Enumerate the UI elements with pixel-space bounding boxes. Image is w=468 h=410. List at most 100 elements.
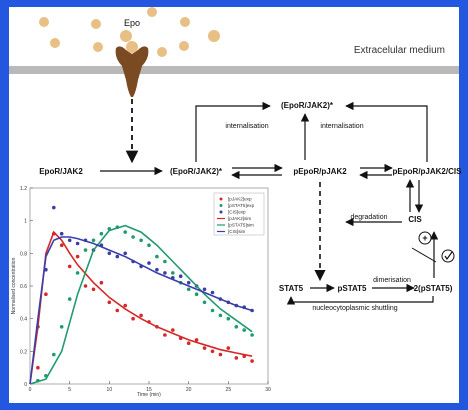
- data-point-pstat5exp: [186, 287, 191, 292]
- data-point-pstat5exp: [59, 325, 64, 329]
- x-tick-label: 0: [29, 387, 32, 393]
- y-tick-label: 1.2: [20, 186, 27, 192]
- data-point-pstat5exp: [210, 308, 215, 313]
- species-pstat5: pSTAT5: [337, 284, 367, 293]
- concentration-chart: 0 5 10 15 20 25 30 0 0.2 0.4 0.6 0.8 1 1.2 [pJAK2]exp…: [11, 186, 271, 398]
- data-point-pstat5exp: [155, 254, 159, 259]
- x-tick-label: 10: [107, 387, 113, 393]
- data-point-pjak2exp: [99, 280, 104, 285]
- legend-entry: [pJAK2]sim: [228, 216, 251, 221]
- data-point-pstat5exp: [91, 238, 96, 243]
- cis-activation-icon: +: [418, 231, 432, 245]
- data-point-pstat5exp: [250, 333, 254, 337]
- svg-text:+: +: [422, 233, 427, 243]
- chart-axes: 0 5 10 15 20 25 30 0 0.2 0.4 0.6 0.8 1 1.2: [20, 186, 271, 393]
- x-tick-label: 15: [146, 387, 152, 393]
- data-point-pstat5exp: [163, 259, 167, 264]
- data-point-cisexp: [115, 254, 120, 259]
- species-pepor-pjak2: pEpoR/pJAK2: [293, 167, 347, 176]
- legend-entry: [pSTAT5]sim: [228, 223, 254, 228]
- internalisation-label-left: internalisation: [225, 123, 268, 130]
- epo-particle: [93, 42, 103, 52]
- data-point-pjak2exp: [44, 292, 48, 297]
- legend-swatch: [219, 204, 223, 207]
- data-point-pjak2exp: [226, 346, 231, 350]
- data-point-pstat5exp: [131, 235, 135, 239]
- reaction-arrows: [100, 101, 439, 305]
- x-tick-label: 30: [265, 387, 271, 393]
- species-epor-jak2: EpoR/JAK2: [39, 167, 83, 176]
- data-point-pjak2exp: [91, 287, 96, 292]
- y-tick-label: 0: [24, 382, 27, 388]
- x-tick-label: 20: [186, 387, 192, 393]
- legend-box: [213, 192, 265, 236]
- epo-particle: [120, 30, 132, 42]
- legend-entry: [pSTAT5]exp: [228, 203, 255, 208]
- data-point-pjak2exp: [36, 365, 40, 370]
- species-cis: CIS: [408, 215, 422, 224]
- y-tick-label: 0.8: [20, 251, 27, 257]
- data-point-cisexp: [163, 271, 167, 275]
- data-point-cisexp: [210, 290, 215, 295]
- y-tick-label: 0.2: [20, 349, 27, 355]
- data-point-pjak2exp: [163, 333, 167, 337]
- data-point-pstat5exp: [171, 271, 175, 275]
- nucleocytoplasmic-shuttling-label: nucleocytoplasmic shuttling: [312, 305, 397, 312]
- data-point-pstat5exp: [234, 325, 239, 329]
- arrow-complex-internalisation: [195, 101, 271, 162]
- epo-label: Epo: [124, 18, 140, 28]
- data-point-pstat5exp: [83, 248, 88, 252]
- data-point-cisexp: [155, 267, 159, 272]
- data-point-pstat5exp: [242, 328, 246, 332]
- data-point-cisexp: [147, 261, 151, 265]
- epo-particle: [179, 41, 189, 51]
- legend-swatch: [219, 197, 223, 201]
- data-point-cisexp: [186, 280, 191, 285]
- data-point-pstat5exp: [147, 243, 151, 247]
- data-point-pjak2exp: [59, 243, 64, 247]
- internalisation-label-right: internalisation: [320, 123, 363, 130]
- data-point-cisexp: [75, 241, 80, 246]
- data-point-pjak2exp: [131, 316, 135, 321]
- arrow-nuclear-shuttling: [286, 296, 434, 305]
- data-point-pjak2exp: [194, 338, 199, 342]
- data-point-cisexp: [123, 251, 127, 256]
- species-stat5: STAT5: [279, 284, 304, 293]
- dimerisation-label: dimerisation: [373, 277, 411, 284]
- data-point-pjak2exp: [107, 300, 112, 305]
- species-pstat5-dimer: 2(pSTAT5): [414, 284, 453, 293]
- data-point-cisexp: [67, 238, 72, 243]
- data-point-pstat5exp: [194, 292, 199, 297]
- cell-membrane: [9, 66, 459, 74]
- y-tick-label: 1: [24, 219, 27, 225]
- data-point-pjak2exp: [218, 352, 223, 357]
- epo-particle: [208, 30, 220, 42]
- data-point-pjak2exp: [171, 328, 175, 332]
- legend-entry: [CIS]exp: [228, 210, 246, 215]
- legend-swatch: [219, 210, 223, 214]
- epo-particle: [39, 17, 49, 27]
- data-point-pjak2exp: [210, 349, 215, 354]
- data-point-cisexp: [202, 287, 207, 292]
- data-point-pstat5exp: [218, 313, 223, 318]
- y-tick-label: 0.6: [20, 284, 27, 290]
- epo-particle: [91, 19, 101, 29]
- species-pepor-pjak2-cis: pEpoR/pJAK2/CIS: [393, 167, 463, 176]
- epo-receptor-icon: [115, 41, 149, 97]
- data-point-pjak2exp: [67, 264, 72, 269]
- chart-marks: [29, 205, 254, 385]
- inhibition-icon: [441, 249, 455, 263]
- y-tick-label: 0.4: [20, 317, 27, 323]
- x-tick-label: 5: [68, 387, 71, 393]
- series-line-cissim: [29, 236, 253, 385]
- epo-particle: [180, 17, 190, 27]
- species-complex-active: (EpoR/JAK2)*: [170, 167, 223, 176]
- epo-particle: [147, 7, 157, 17]
- epo-particle: [157, 47, 167, 57]
- chart-x-axis-label: Time (min): [137, 392, 161, 398]
- epo-particle: [50, 38, 60, 48]
- data-point-pjak2exp: [186, 341, 191, 346]
- chart-legend: [pJAK2]exp[pSTAT5]exp [CIS]exp[pJAK2]sim […: [213, 192, 265, 236]
- species-complex-internalised: (EpoR/JAK2)*: [281, 101, 334, 110]
